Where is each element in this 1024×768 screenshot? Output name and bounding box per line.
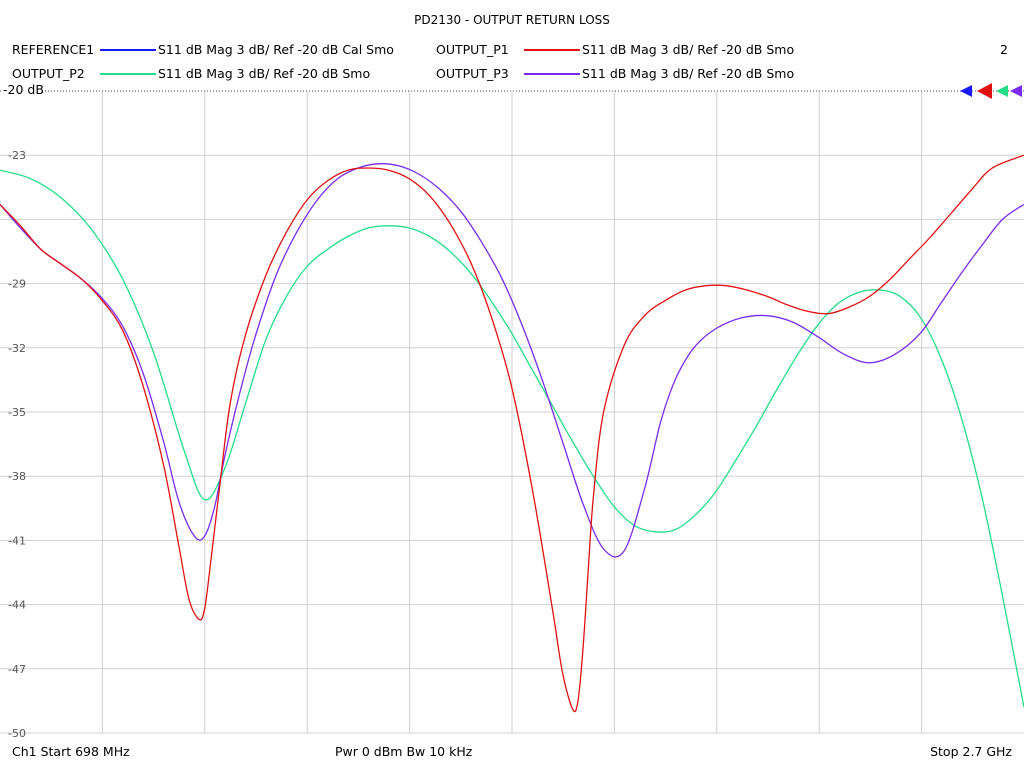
legend-swatch — [524, 73, 580, 75]
y-tick-label: -50 — [8, 727, 26, 740]
reference-marker-output-p1[interactable] — [977, 83, 992, 99]
y-tick-label: -38 — [8, 470, 26, 483]
legend-trace-description: S11 dB Mag 3 dB/ Ref -20 dB Cal Smo — [158, 42, 394, 57]
legend-swatch — [100, 73, 156, 75]
legend-trace-description: S11 dB Mag 3 dB/ Ref -20 dB Smo — [582, 42, 795, 57]
grid — [0, 91, 1024, 734]
legend-trace-name: OUTPUT_P3 — [436, 66, 509, 81]
legend-trace-name: OUTPUT_P1 — [436, 42, 509, 57]
legend-trace-name: OUTPUT_P2 — [12, 66, 85, 81]
trace-output-p3 — [0, 163, 1024, 558]
legend-trace-name: REFERENCE1 — [12, 42, 95, 57]
legend-trace-description: S11 dB Mag 3 dB/ Ref -20 dB Smo — [158, 66, 371, 81]
y-tick-label: -32 — [8, 342, 26, 355]
trace-output-p1 — [0, 154, 1024, 713]
trace-output-p2 — [0, 169, 1024, 708]
y-tick-label: -44 — [8, 599, 26, 612]
reference-marker-output-p2[interactable] — [996, 85, 1008, 97]
y-tick-label: -35 — [8, 406, 26, 419]
footer-start: Ch1 Start 698 MHz — [12, 744, 130, 759]
legend-trace-description: S11 dB Mag 3 dB/ Ref -20 dB Smo — [582, 66, 795, 81]
y-tick-label: -47 — [8, 663, 26, 676]
y-tick-labels: -20-23-29-32-35-38-41-44-47-50 — [8, 85, 26, 740]
y-tick-label: -41 — [8, 534, 26, 547]
traces — [0, 154, 1024, 713]
reference-level-label: -20 dB — [2, 82, 45, 97]
y-tick-label: -29 — [8, 278, 26, 291]
footer-power-bandwidth: Pwr 0 dBm Bw 10 kHz — [335, 744, 473, 759]
channel-number: 2 — [1000, 42, 1008, 57]
legend-swatch — [100, 49, 156, 51]
reference-marker-reference1[interactable] — [960, 85, 972, 97]
reference-marker-output-p3[interactable] — [1010, 85, 1022, 97]
legend-swatch — [524, 49, 580, 51]
reference-markers[interactable] — [960, 83, 1022, 99]
y-tick-label: -23 — [8, 149, 26, 162]
footer-stop: Stop 2.7 GHz — [930, 744, 1012, 759]
chart-title: PD2130 - OUTPUT RETURN LOSS — [414, 13, 610, 27]
